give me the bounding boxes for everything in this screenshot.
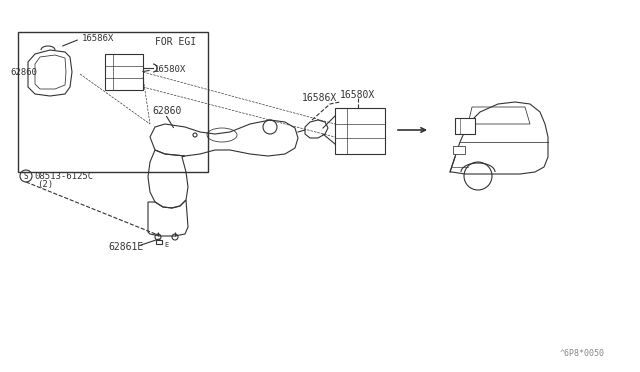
Text: 16580X: 16580X: [340, 90, 375, 100]
Text: 16586X: 16586X: [82, 33, 115, 42]
Bar: [156, 240, 162, 244]
Text: S: S: [24, 171, 28, 180]
Bar: [453, 146, 465, 154]
Text: 16580X: 16580X: [154, 64, 186, 74]
Bar: [105, 54, 143, 90]
Text: FOR EGI: FOR EGI: [155, 37, 196, 47]
Bar: [18, 32, 208, 172]
Text: 62860: 62860: [152, 106, 181, 116]
Text: ^6P8*0050: ^6P8*0050: [560, 350, 605, 359]
Text: (2): (2): [37, 180, 53, 189]
Text: 16586X: 16586X: [302, 93, 337, 103]
Text: 62861E: 62861E: [108, 242, 143, 252]
Text: E: E: [164, 242, 168, 248]
Text: 08513-6125C: 08513-6125C: [34, 171, 93, 180]
Text: 62860: 62860: [10, 67, 37, 77]
Bar: [335, 108, 385, 154]
Bar: [455, 118, 475, 134]
